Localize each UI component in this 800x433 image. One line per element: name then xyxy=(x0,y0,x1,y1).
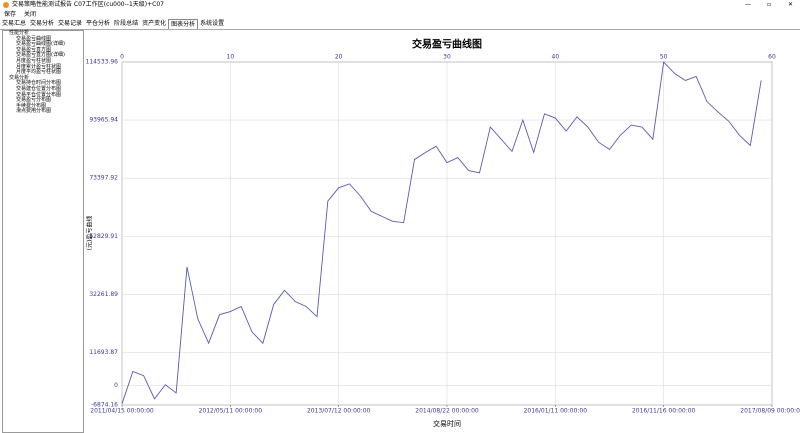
tab[interactable]: 平仓分析 xyxy=(86,20,111,27)
x-tick-label-top: 10 xyxy=(227,54,235,61)
tree-panel: 性能分析 交易盈亏曲线图 交易盈亏曲线图(详细) 交易盈亏直方图 交易盈亏直方图(详细)… xyxy=(2,30,84,433)
tab-bar: 交易汇总 交易分析 交易记录 平仓分析 阶段总结 资产变化 图表分析 系统设置 xyxy=(0,19,800,30)
y-tick-label: 93965.94 xyxy=(89,117,118,124)
tab[interactable]: 交易分析 xyxy=(30,20,55,27)
close-button[interactable]: ✕ xyxy=(788,1,794,8)
y-tick-label: 114533.96 xyxy=(86,59,119,66)
x-tick-label-top: 40 xyxy=(552,54,560,61)
y-tick-label: 32261.89 xyxy=(89,291,118,298)
x-tick-label: 2011/04/15 00:00:00 xyxy=(90,408,154,415)
tree-item[interactable]: 月度平均盈亏柱状图 xyxy=(16,69,62,76)
toolbar-button[interactable]: 关闭 xyxy=(24,11,37,18)
toolbar: 保存 关闭 xyxy=(0,10,800,19)
minimize-button[interactable]: — xyxy=(745,1,751,8)
toolbar-button[interactable]: 保存 xyxy=(4,11,17,18)
tree-item[interactable]: 手续费分布图 xyxy=(16,102,47,109)
tree-item[interactable]: 交易建仓位置分布图 xyxy=(16,85,62,92)
x-tick-label-top: 20 xyxy=(335,54,343,61)
y-axis-label: (元)盈亏曲线 xyxy=(86,216,94,251)
y-tick-label: 0 xyxy=(114,382,118,389)
y-tick-label: 11693.87 xyxy=(89,349,118,356)
tree-item[interactable]: 交易盈亏分布图 xyxy=(16,97,52,104)
x-tick-label: 2013/07/12 00:00:00 xyxy=(307,408,371,415)
chart: 交易盈亏曲线图 (元)盈亏曲线 交易时间 -6874.16 0 11693.87 32… xyxy=(86,38,800,429)
app-icon xyxy=(3,1,9,8)
chart-title: 交易盈亏曲线图 xyxy=(412,38,482,51)
title-bar: 交易策略性能测试报告 C07工作区(cu000--1天级)+C07 — ▫ ✕ xyxy=(0,0,800,10)
x-axis-label: 交易时间 xyxy=(433,419,461,428)
tab[interactable]: 交易汇总 xyxy=(2,20,27,27)
y-tick-label: -6874.16 xyxy=(91,402,118,409)
tree-group[interactable]: 性能分析 xyxy=(9,30,30,36)
tab[interactable]: 阶段总结 xyxy=(114,20,139,27)
tab[interactable]: 系统设置 xyxy=(200,20,225,27)
maximize-button[interactable]: ▫ xyxy=(767,1,772,8)
tab[interactable]: 交易记录 xyxy=(58,20,83,27)
x-tick-label-top: 30 xyxy=(443,54,451,61)
y-tick-label: 52829.91 xyxy=(89,233,118,240)
tree-item[interactable]: 月度累计盈亏柱状图 xyxy=(16,63,62,70)
tree-item[interactable]: 交易盈亏曲线图(详细) xyxy=(16,41,65,48)
x-tick-label: 2014/08/22 00:00:00 xyxy=(415,408,479,415)
tree-item[interactable]: 交易盈亏曲线图 xyxy=(16,35,52,42)
tree-group[interactable]: 交易分析 xyxy=(9,74,30,81)
tree-item[interactable]: 交易盈亏直方图(详细) xyxy=(16,52,65,59)
x-tick-label: 2017/08/09 00:00:00 xyxy=(740,408,800,415)
tree-item[interactable]: 交易平仓位置分布图 xyxy=(16,91,62,98)
tab[interactable]: 图表分析 xyxy=(168,19,199,29)
x-tick-label-top: 50 xyxy=(660,54,668,61)
x-tick-label: 2012/05/11 00:00:00 xyxy=(199,408,263,415)
data-line xyxy=(121,61,762,405)
tree-item[interactable]: 交易盈亏直方图 xyxy=(16,46,52,53)
tab[interactable]: 资产变化 xyxy=(142,20,167,27)
tree-item[interactable]: 滑点费用分布图 xyxy=(16,108,52,115)
window-title: 交易策略性能测试报告 C07工作区(cu000--1天级)+C07 xyxy=(12,1,164,8)
tree-item[interactable]: 交易持仓时间分布图 xyxy=(16,80,62,87)
x-tick-label: 2016/11/16 00:00:00 xyxy=(632,408,696,415)
tree-item[interactable]: 月度盈亏柱状图 xyxy=(16,57,52,64)
y-tick-label: 73397.92 xyxy=(89,175,118,182)
x-tick-label: 2016/01/11 00:00:00 xyxy=(524,408,588,415)
x-tick-label-top: 60 xyxy=(768,54,776,61)
x-tick-label-top: 0 xyxy=(120,54,124,61)
